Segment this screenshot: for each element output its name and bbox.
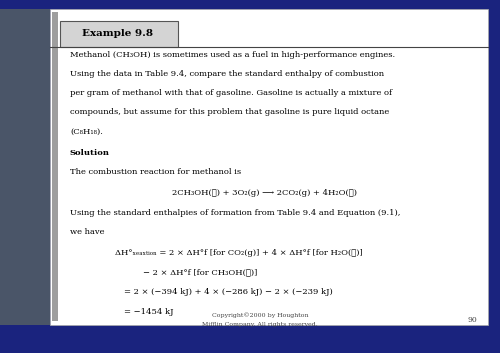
Text: Copyright©2000 by Houghton: Copyright©2000 by Houghton [212, 312, 308, 318]
Text: per gram of methanol with that of gasoline. Gasoline is actually a mixture of: per gram of methanol with that of gasoli… [70, 89, 392, 97]
Text: we have: we have [70, 228, 104, 237]
Text: Mifflin Company. All rights reserved.: Mifflin Company. All rights reserved. [202, 322, 318, 327]
Text: Methanol (CH₃OH) is sometimes used as a fuel in high-performance engines.: Methanol (CH₃OH) is sometimes used as a … [70, 51, 395, 59]
Text: The combustion reaction for methanol is: The combustion reaction for methanol is [70, 168, 241, 176]
Text: 2CH₃OH(ℓ) + 3O₂(g) ⟶ 2CO₂(g) + 4H₂O(ℓ): 2CH₃OH(ℓ) + 3O₂(g) ⟶ 2CO₂(g) + 4H₂O(ℓ) [172, 189, 358, 197]
FancyBboxPatch shape [54, 12, 56, 321]
Text: Using the data in Table 9.4, compare the standard enthalpy of combustion: Using the data in Table 9.4, compare the… [70, 70, 384, 78]
Text: = 2 × (−394 kJ) + 4 × (−286 kJ) − 2 × (−239 kJ): = 2 × (−394 kJ) + 4 × (−286 kJ) − 2 × (−… [124, 288, 333, 297]
Text: = −1454 kJ: = −1454 kJ [124, 308, 174, 316]
Text: Example 9.8: Example 9.8 [82, 29, 153, 38]
Text: (C₈H₁₈).: (C₈H₁₈). [70, 127, 103, 136]
FancyBboxPatch shape [0, 9, 50, 325]
FancyBboxPatch shape [52, 12, 54, 321]
Text: Solution: Solution [70, 149, 110, 157]
Text: 90: 90 [468, 316, 477, 324]
FancyBboxPatch shape [56, 12, 58, 321]
Text: ΔH°ₓₑₐₓₜᵢₒₙ = 2 × ΔH°f [for CO₂(g)] + 4 × ΔH°f [for H₂O(ℓ)]: ΔH°ₓₑₐₓₜᵢₒₙ = 2 × ΔH°f [for CO₂(g)] + 4 … [115, 249, 363, 257]
Text: compounds, but assume for this problem that gasoline is pure liquid octane: compounds, but assume for this problem t… [70, 108, 389, 116]
FancyBboxPatch shape [50, 9, 488, 325]
FancyBboxPatch shape [60, 21, 178, 47]
Text: − 2 × ΔH°f [for CH₃OH(ℓ)]: − 2 × ΔH°f [for CH₃OH(ℓ)] [142, 269, 257, 277]
Text: Using the standard enthalpies of formation from Table 9.4 and Equation (9.1),: Using the standard enthalpies of formati… [70, 209, 400, 217]
